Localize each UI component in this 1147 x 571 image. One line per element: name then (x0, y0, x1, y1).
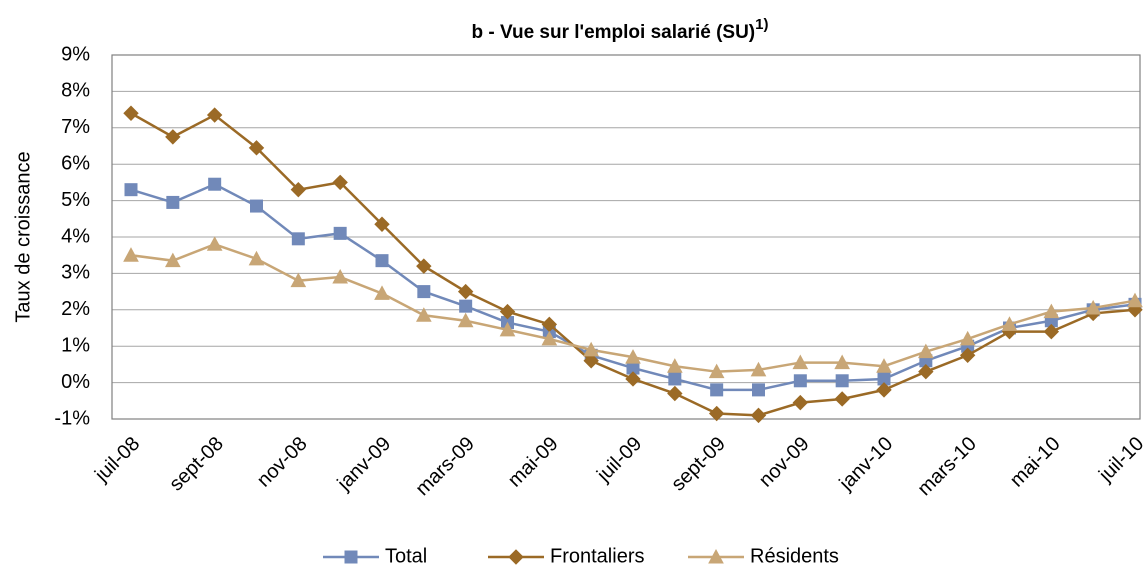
data-point (666, 358, 683, 373)
data-point (876, 358, 892, 373)
data-point (124, 183, 138, 197)
title-text: b - Vue sur l'emploi salarié (SU) (472, 22, 756, 43)
data-point (290, 272, 307, 288)
data-point (1001, 316, 1018, 331)
data-point (835, 374, 849, 388)
data-point (333, 226, 347, 240)
data-point (457, 283, 474, 300)
y-tick-label: 5% (61, 189, 90, 211)
data-point (1043, 303, 1060, 319)
data-point (625, 349, 641, 364)
data-point (206, 107, 223, 123)
x-tick-label: janv-09 (333, 433, 396, 496)
data-point (206, 236, 223, 251)
data-point (123, 105, 139, 121)
x-tick-label: nov-09 (755, 433, 814, 492)
data-point (374, 285, 390, 300)
data-point (417, 285, 431, 299)
data-point (834, 354, 851, 370)
data-point (750, 407, 767, 424)
y-tick-label: 8% (61, 80, 90, 102)
data-point (750, 361, 767, 377)
data-point (792, 394, 809, 411)
data-point (876, 382, 892, 398)
data-point (290, 181, 307, 198)
data-point (793, 374, 807, 388)
plot-border (111, 54, 1141, 420)
data-point (248, 250, 265, 266)
data-point (583, 341, 600, 357)
x-tick-label: juil-10 (1094, 433, 1147, 487)
x-tick-label: mai-10 (1006, 433, 1065, 492)
data-point (164, 252, 181, 268)
y-tick-label: 1% (61, 334, 90, 356)
legend-marker (708, 548, 724, 564)
y-tick-label: 2% (61, 298, 90, 320)
legend-label: Frontaliers (550, 545, 644, 567)
data-point (415, 307, 432, 322)
x-tick-label: sept-09 (667, 433, 730, 496)
data-point (459, 299, 473, 313)
data-point (248, 140, 265, 156)
data-point (792, 354, 809, 370)
x-tick-label: juil-08 (90, 433, 144, 487)
legend-label: Résidents (750, 545, 839, 567)
data-point (710, 383, 724, 397)
x-tick-label: janv-10 (835, 433, 898, 496)
y-tick-label: -1% (54, 407, 90, 429)
data-point (332, 174, 348, 191)
data-point (123, 247, 139, 262)
data-point (375, 254, 389, 268)
data-point (457, 312, 474, 328)
data-point (416, 258, 432, 274)
data-point (1127, 292, 1143, 308)
data-point (332, 268, 349, 284)
data-point (374, 216, 390, 232)
data-point (208, 177, 222, 191)
data-point (918, 363, 934, 380)
x-tick-label: sept-08 (165, 433, 228, 496)
x-tick-label: mars-10 (914, 433, 981, 500)
x-tick-label: juil-09 (592, 433, 646, 487)
data-point (959, 330, 976, 346)
y-tick-label: 4% (61, 225, 90, 247)
legend-label: Total (385, 545, 427, 567)
y-tick-label: 6% (61, 152, 90, 174)
data-point (959, 347, 976, 364)
data-point (499, 321, 516, 337)
data-point (583, 353, 599, 369)
data-point (541, 330, 558, 346)
legend-marker (344, 550, 358, 564)
data-point (667, 385, 683, 402)
data-point (752, 383, 765, 397)
data-point (166, 195, 180, 209)
data-point (708, 405, 725, 422)
data-point (499, 303, 516, 320)
data-point (1085, 299, 1102, 315)
data-point (834, 391, 850, 407)
data-point (165, 129, 181, 145)
chart-title: b - Vue sur l'emploi salarié (SU)1) (472, 16, 769, 43)
x-tick-label: nov-08 (253, 433, 312, 492)
x-tick-label: mai-09 (504, 433, 563, 492)
data-point (668, 372, 682, 386)
data-point (708, 363, 725, 379)
y-tick-label: 0% (61, 371, 90, 393)
data-point (1043, 323, 1060, 340)
legend-marker (508, 549, 524, 565)
y-tick-label: 7% (61, 116, 90, 138)
y-tick-label: 9% (61, 43, 90, 65)
data-point (291, 232, 305, 246)
data-point (250, 199, 263, 213)
data-point (625, 371, 641, 387)
data-point (917, 343, 934, 359)
x-tick-label: mars-09 (412, 433, 479, 500)
title-superscript: 1) (755, 16, 768, 33)
y-axis-label: Taux de croissance (12, 151, 34, 322)
y-tick-label: 3% (61, 262, 90, 284)
